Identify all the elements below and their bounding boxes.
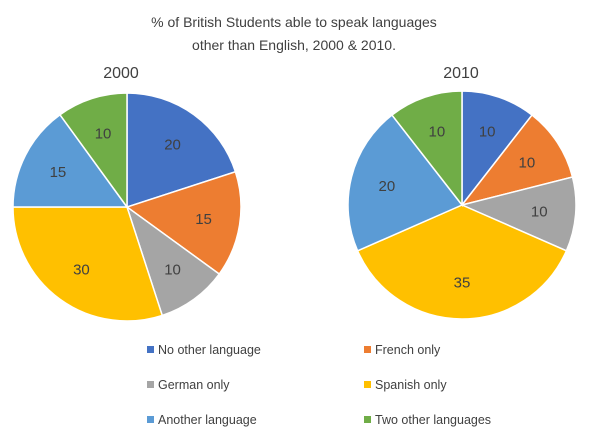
slice-label-2000-french-only: 15 bbox=[195, 211, 212, 228]
slice-label-2000-german-only: 10 bbox=[164, 262, 181, 279]
slice-label-2000-two-other-languages: 10 bbox=[95, 125, 112, 142]
chart-title-line-2: other than English, 2000 & 2010. bbox=[192, 37, 396, 53]
pie-chart-2000: 2000 20 15 10 30 15 10 bbox=[12, 65, 242, 322]
slice-label-2000-spanish-only: 30 bbox=[73, 262, 90, 279]
legend-item-no-other-language: No other language bbox=[147, 343, 261, 357]
pie-slice-2000-german-only bbox=[125, 205, 221, 317]
chart-title-line-1: % of British Students able to speak lang… bbox=[151, 14, 437, 30]
legend-item-german-only: German only bbox=[147, 378, 230, 392]
legend-item-another-language: Another language bbox=[147, 413, 257, 427]
legend-label-two-other-languages: Two other languages bbox=[375, 413, 491, 427]
pie-slice-2000-two-other-languages bbox=[58, 92, 128, 210]
pie-slice-2000-french-only bbox=[125, 170, 242, 276]
legend-label-german-only: German only bbox=[158, 378, 230, 392]
pie-slice-2010-spanish-only bbox=[356, 204, 568, 320]
slice-label-2010-spanish-only: 35 bbox=[454, 275, 471, 292]
legend-swatch-no-other-language bbox=[147, 346, 154, 353]
pie-slice-2010-two-other-languages bbox=[390, 90, 463, 208]
slice-label-2010-german-only: 10 bbox=[531, 203, 548, 220]
slice-label-2000-another-language: 15 bbox=[50, 164, 67, 181]
slice-label-2000-no-other-language: 20 bbox=[164, 136, 181, 153]
legend-swatch-german-only bbox=[147, 381, 154, 388]
legend-item-spanish-only: Spanish only bbox=[364, 378, 447, 392]
slice-label-2010-no-other-language: 10 bbox=[479, 124, 496, 141]
legend-swatch-two-other-languages bbox=[364, 416, 371, 423]
pie-slice-2010-german-only bbox=[459, 176, 577, 252]
legend-swatch-french-only bbox=[364, 346, 371, 353]
slice-label-2010-another-language: 20 bbox=[379, 178, 396, 195]
slice-label-2010-two-other-languages: 10 bbox=[428, 124, 445, 141]
legend-label-spanish-only: Spanish only bbox=[375, 378, 447, 392]
pie-slice-2000-spanish-only bbox=[12, 206, 164, 322]
legend-swatch-spanish-only bbox=[364, 381, 371, 388]
pie-slice-2000-no-other-language bbox=[126, 92, 237, 209]
legend-label-french-only: French only bbox=[375, 343, 441, 357]
legend-swatch-another-language bbox=[147, 416, 154, 423]
legend-label-another-language: Another language bbox=[158, 413, 257, 427]
pie-slice-2000-another-language bbox=[12, 113, 129, 208]
pie-slice-2010-another-language bbox=[347, 113, 464, 252]
legend-item-two-other-languages: Two other languages bbox=[364, 413, 491, 427]
pie-title-2010: 2010 bbox=[443, 65, 479, 82]
pie-slice-2010-no-other-language bbox=[461, 90, 534, 208]
legend-label-no-other-language: No other language bbox=[158, 343, 261, 357]
legend-item-french-only: French only bbox=[364, 343, 441, 357]
slice-label-2010-french-only: 10 bbox=[519, 155, 536, 172]
legend: No other language French only German onl… bbox=[147, 343, 491, 427]
pie-title-2000: 2000 bbox=[103, 65, 139, 82]
pie-slice-2010-french-only bbox=[460, 113, 574, 207]
